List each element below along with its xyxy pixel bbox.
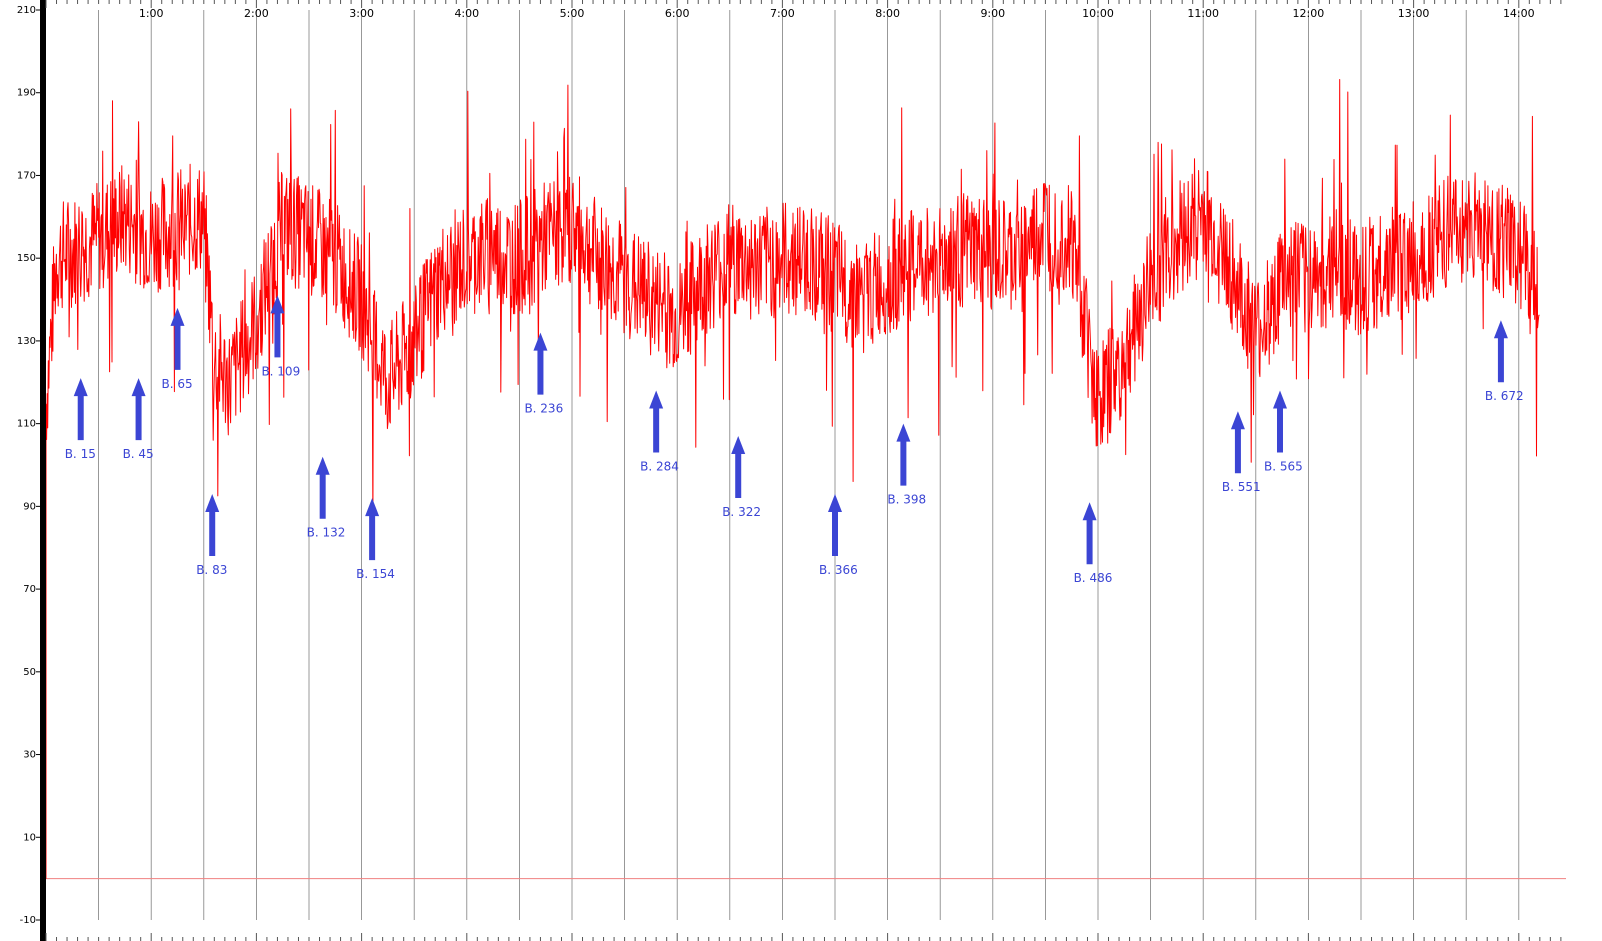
up-arrow-icon [205,493,220,556]
up-arrow-icon [365,498,380,561]
beat-annotation: B. 45 [123,378,154,461]
gridlines [98,10,1520,920]
up-arrow-icon [73,378,88,441]
y-tick-label: 70 [23,584,36,595]
annotation-label: B. 109 [261,364,300,378]
beat-annotation: B. 15 [65,378,96,461]
y-tick-label: 190 [17,88,36,99]
beat-annotation: B. 284 [640,390,679,474]
y-tick-label: -10 [20,915,36,926]
annotation-label: B. 672 [1485,389,1524,403]
y-tick-label: 10 [23,832,36,843]
beat-annotation: B. 672 [1485,320,1524,403]
beat-annotation: B. 366 [819,493,858,577]
y-tick-label: 150 [17,253,36,264]
annotation-label: B. 236 [524,402,563,416]
x-tick-label: 8:00 [875,7,900,20]
up-arrow-icon [896,423,911,486]
annotation-label: B. 65 [162,377,193,391]
x-axis-ticks: 1:00 2:00 3:00 4:00 5:00 6:00 7:00 8:00 9:00 10:0… [45,0,1562,941]
y-tick-label: 170 [17,170,36,181]
beat-annotation: B. 486 [1074,502,1113,585]
beat-annotation: B. 154 [356,498,395,581]
x-tick-label: 11:00 [1187,7,1219,20]
annotation-label: B. 83 [196,563,227,577]
x-tick-label: 13:00 [1398,7,1430,20]
up-arrow-icon [1230,411,1245,474]
x-tick-label: 14:00 [1503,7,1535,20]
up-arrow-icon [533,332,548,395]
beat-annotations: B. 15 B. 45 B. 65 B. 83 B. 109 B. 132 B. 154 B.… [65,295,1524,585]
x-tick-label: 4:00 [454,7,479,20]
up-arrow-icon [270,295,285,358]
up-arrow-icon [1493,320,1508,383]
y-tick-label: 50 [23,667,36,678]
annotation-label: B. 398 [887,493,926,507]
x-tick-label: 5:00 [560,7,585,20]
x-tick-label: 2:00 [244,7,269,20]
y-tick-label: 210 [17,5,36,16]
annotation-label: B. 366 [819,563,858,577]
beat-annotation: B. 236 [524,332,563,416]
y-tick-label: 110 [17,419,36,430]
up-arrow-icon [131,378,146,441]
up-arrow-icon [731,436,746,499]
series-heart-rate [45,79,1540,879]
y-tick-label: 90 [23,501,36,512]
x-tick-label: 12:00 [1293,7,1325,20]
up-arrow-icon [1082,502,1097,565]
x-tick-label: 10:00 [1082,7,1114,20]
annotation-label: B. 551 [1222,480,1261,494]
beat-annotation: B. 65 [162,307,193,391]
y-tick-label: 30 [23,750,36,761]
annotation-label: B. 322 [722,505,761,519]
annotation-label: B. 486 [1074,571,1113,585]
up-arrow-icon [649,390,664,453]
beat-annotation: B. 565 [1264,390,1303,474]
up-arrow-icon [315,456,330,519]
annotation-label: B. 45 [123,447,154,461]
x-tick-label: 6:00 [665,7,690,20]
y-axis-ticks: 210 190 170 150 130 110 90 70 50 30 10 -10 [17,5,40,926]
up-arrow-icon [1272,390,1287,453]
x-tick-label: 7:00 [770,7,795,20]
beat-annotation: B. 132 [307,456,346,540]
up-arrow-icon [828,493,842,556]
beat-annotation: B. 322 [722,436,761,519]
annotation-label: B. 15 [65,447,96,461]
beat-annotation: B. 398 [887,423,926,507]
beat-annotation: B. 551 [1222,411,1261,494]
x-tick-label: 9:00 [980,7,1005,20]
annotation-label: B. 132 [307,526,346,540]
beat-annotation: B. 83 [196,493,227,577]
y-tick-label: 130 [17,336,36,347]
annotation-label: B. 154 [356,567,395,581]
beat-annotation: B. 109 [261,295,300,378]
annotation-label: B. 284 [640,460,679,474]
series-line [45,79,1540,879]
annotation-label: B. 565 [1264,460,1303,474]
up-arrow-icon [170,307,185,370]
x-tick-label: 1:00 [139,7,164,20]
left-axis-bar [40,0,46,941]
x-tick-label: 3:00 [349,7,374,20]
